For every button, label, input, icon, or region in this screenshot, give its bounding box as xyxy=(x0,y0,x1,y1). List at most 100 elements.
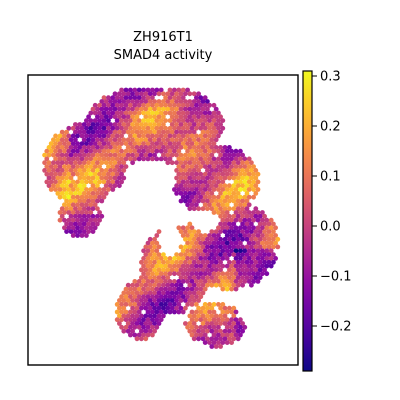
spot xyxy=(51,137,56,143)
spot xyxy=(79,164,85,170)
spot xyxy=(218,236,224,242)
spot xyxy=(218,328,224,334)
spot xyxy=(216,302,221,307)
spot xyxy=(191,168,197,173)
spot xyxy=(200,191,206,196)
spot xyxy=(231,313,237,319)
spot xyxy=(189,179,195,185)
spot xyxy=(119,309,124,315)
spot xyxy=(84,194,89,200)
spot xyxy=(249,221,254,227)
spot xyxy=(110,156,116,162)
spot xyxy=(161,290,166,296)
spot xyxy=(152,122,158,127)
spot xyxy=(92,148,98,154)
spot xyxy=(134,91,140,97)
spot xyxy=(196,137,202,143)
spot xyxy=(253,168,259,173)
spot xyxy=(141,332,147,338)
spot xyxy=(224,263,230,269)
spot xyxy=(207,279,213,284)
spot xyxy=(42,152,47,158)
spot xyxy=(213,114,219,120)
spot xyxy=(57,217,63,223)
spot xyxy=(240,321,246,326)
spot xyxy=(79,148,85,154)
spot xyxy=(185,179,191,185)
spot xyxy=(251,187,256,192)
spot xyxy=(75,179,80,185)
spot xyxy=(240,275,246,280)
spot xyxy=(70,202,76,208)
spot xyxy=(238,210,243,215)
spot xyxy=(169,122,175,127)
spot xyxy=(169,298,175,303)
spot xyxy=(249,244,254,250)
spot xyxy=(132,148,138,154)
spot xyxy=(242,164,248,170)
spot xyxy=(117,168,122,173)
spot xyxy=(95,106,100,112)
spot xyxy=(90,191,96,196)
spot xyxy=(150,110,155,116)
spot xyxy=(127,309,133,315)
spot xyxy=(178,290,184,296)
spot xyxy=(187,99,193,104)
spot xyxy=(81,191,87,196)
spot xyxy=(244,236,250,242)
spot xyxy=(125,290,131,296)
spot xyxy=(121,99,127,104)
spot xyxy=(141,118,147,123)
spot xyxy=(95,145,100,150)
spot xyxy=(218,122,224,127)
spot xyxy=(227,152,232,158)
spot xyxy=(176,141,182,147)
spot xyxy=(70,133,76,139)
spot xyxy=(249,175,254,181)
plot-frame xyxy=(27,74,299,366)
spot xyxy=(202,332,208,338)
spot xyxy=(154,294,160,300)
spot xyxy=(202,164,208,170)
spot xyxy=(249,168,254,173)
spot xyxy=(101,141,107,147)
spot xyxy=(242,279,248,284)
colorbar xyxy=(302,70,313,372)
spot xyxy=(264,233,270,238)
spot xyxy=(86,206,91,212)
spot xyxy=(194,133,199,139)
spot xyxy=(125,114,131,120)
spot xyxy=(46,168,52,173)
spot xyxy=(64,137,69,143)
spot xyxy=(209,244,215,250)
spot xyxy=(198,240,204,246)
spot xyxy=(205,259,210,265)
spot xyxy=(172,286,177,292)
spot xyxy=(198,187,204,192)
spot xyxy=(117,152,122,158)
spot xyxy=(57,148,63,154)
spot xyxy=(152,267,158,273)
spot xyxy=(127,133,133,139)
spot xyxy=(218,175,224,181)
colorbar-ticks: 0.30.20.10.0−0.1−0.2 xyxy=(312,70,352,335)
spot xyxy=(121,137,127,143)
spot xyxy=(196,91,202,97)
spot xyxy=(97,210,102,215)
spot xyxy=(268,256,274,261)
spot xyxy=(121,129,127,135)
spot xyxy=(180,164,186,170)
spot xyxy=(218,129,224,135)
spot xyxy=(196,244,202,250)
spot xyxy=(187,298,193,303)
spot xyxy=(174,305,180,311)
spot xyxy=(209,344,215,349)
spot xyxy=(205,152,210,158)
spot xyxy=(92,164,98,170)
spot xyxy=(213,321,219,326)
spot xyxy=(152,152,158,158)
spot xyxy=(150,240,155,246)
spot xyxy=(227,244,232,250)
spot xyxy=(90,160,96,166)
spot xyxy=(125,152,131,158)
